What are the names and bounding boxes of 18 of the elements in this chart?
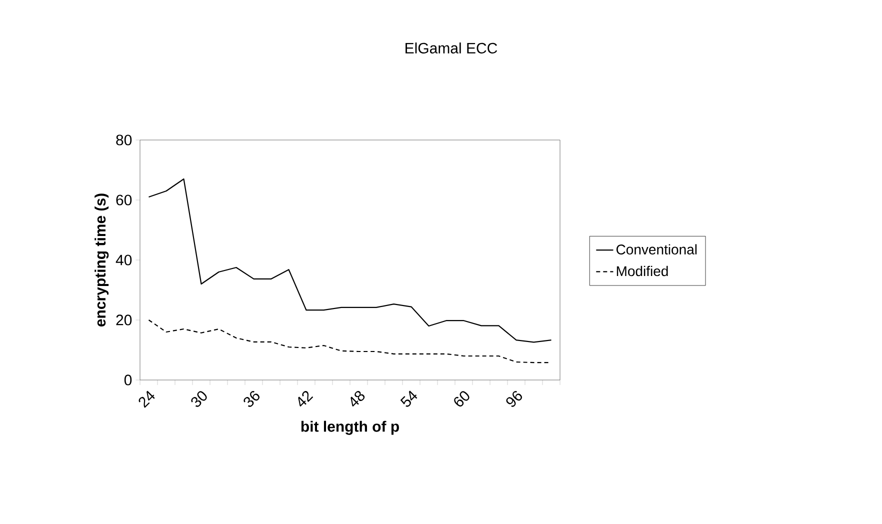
y-tick-label: 80 xyxy=(116,134,132,146)
x-tick-label: 54 xyxy=(400,390,418,407)
legend-label: Modified xyxy=(616,266,668,276)
y-tick-label: 40 xyxy=(116,254,132,266)
x-tick-label: 96 xyxy=(506,391,522,407)
y-tick-label: 60 xyxy=(116,194,132,206)
chart-title: ElGamal ECC xyxy=(406,42,498,54)
x-tick-label: 30 xyxy=(191,391,207,407)
y-tick-label: 0 xyxy=(124,374,132,386)
x-tick-label: 24 xyxy=(138,390,155,408)
y-axis-title: encrypting time (s) xyxy=(94,194,109,327)
x-tick-label: 60 xyxy=(454,391,470,407)
x-tick-label: 48 xyxy=(350,391,365,407)
x-axis-title: bit length of p xyxy=(301,420,399,435)
x-tick-label: 42 xyxy=(298,391,314,407)
legend-label: Conventional xyxy=(616,244,697,254)
y-tick-label: 20 xyxy=(116,314,132,326)
x-tick-label: 36 xyxy=(244,391,260,407)
